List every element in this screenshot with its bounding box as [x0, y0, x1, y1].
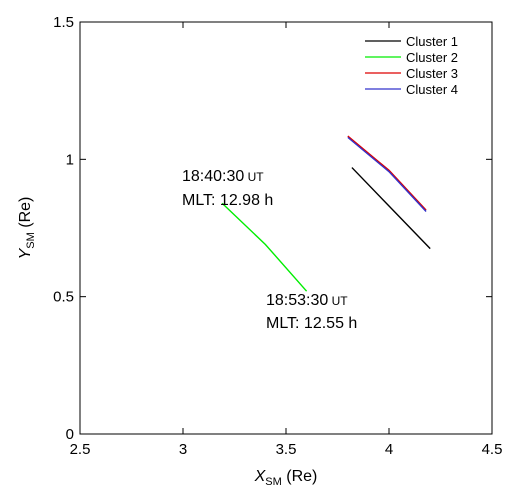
- x-tick-label: 3: [179, 441, 187, 458]
- y-axis-label: YSM (Re): [17, 197, 37, 260]
- axis-ticks: 2.5 3 3.5 4 4.5 0 0.5 1 1.5: [53, 14, 502, 458]
- legend: Cluster 1 Cluster 2 Cluster 3 Cluster 4: [365, 34, 458, 97]
- annotation-start-mlt: MLT: 12.98 h: [182, 192, 273, 209]
- x-tick-label: 4: [385, 441, 393, 458]
- y-axis-label-main: Y: [17, 247, 34, 259]
- y-axis-label-unit: (Re): [17, 197, 34, 233]
- plot-area: [79, 21, 493, 435]
- series-lines: [221, 135, 431, 292]
- annotation-start-unit: UT: [244, 170, 264, 184]
- y-tick-label: 1.5: [53, 14, 74, 31]
- annotation-start-time: 18:40:30: [182, 168, 244, 185]
- series-line-cluster-2: [221, 202, 308, 292]
- x-tick-label: 3.5: [276, 441, 297, 458]
- legend-label-cluster-3: Cluster 3: [406, 66, 458, 81]
- series-line-cluster-1: [351, 167, 431, 250]
- series-line-cluster-4: [347, 136, 427, 212]
- x-tick-label: 4.5: [482, 441, 503, 458]
- annotation-end-unit: UT: [328, 294, 348, 308]
- annotation-end-time: 18:53:30: [266, 292, 328, 309]
- legend-label-cluster-2: Cluster 2: [406, 50, 458, 65]
- y-tick-label: 0: [66, 426, 74, 443]
- x-axis-label-main: X: [254, 468, 267, 485]
- y-axis-label-sub: SM: [25, 232, 37, 249]
- y-tick-label: 0.5: [53, 289, 74, 306]
- annotation-end: 18:53:30 UT: [266, 292, 348, 309]
- y-tick-label: 1: [66, 151, 74, 168]
- annotation-start: 18:40:30 UT: [182, 168, 264, 185]
- legend-label-cluster-1: Cluster 1: [406, 34, 458, 49]
- series-line-cluster-3: [347, 135, 427, 211]
- x-axis-label-sub: SM: [265, 476, 282, 486]
- annotation-end-mlt: MLT: 12.55 h: [266, 315, 357, 332]
- x-axis-label-unit: (Re): [282, 468, 318, 485]
- x-tick-label: 2.5: [70, 441, 91, 458]
- x-axis-label: XSM (Re): [254, 468, 318, 486]
- legend-label-cluster-4: Cluster 4: [406, 82, 458, 97]
